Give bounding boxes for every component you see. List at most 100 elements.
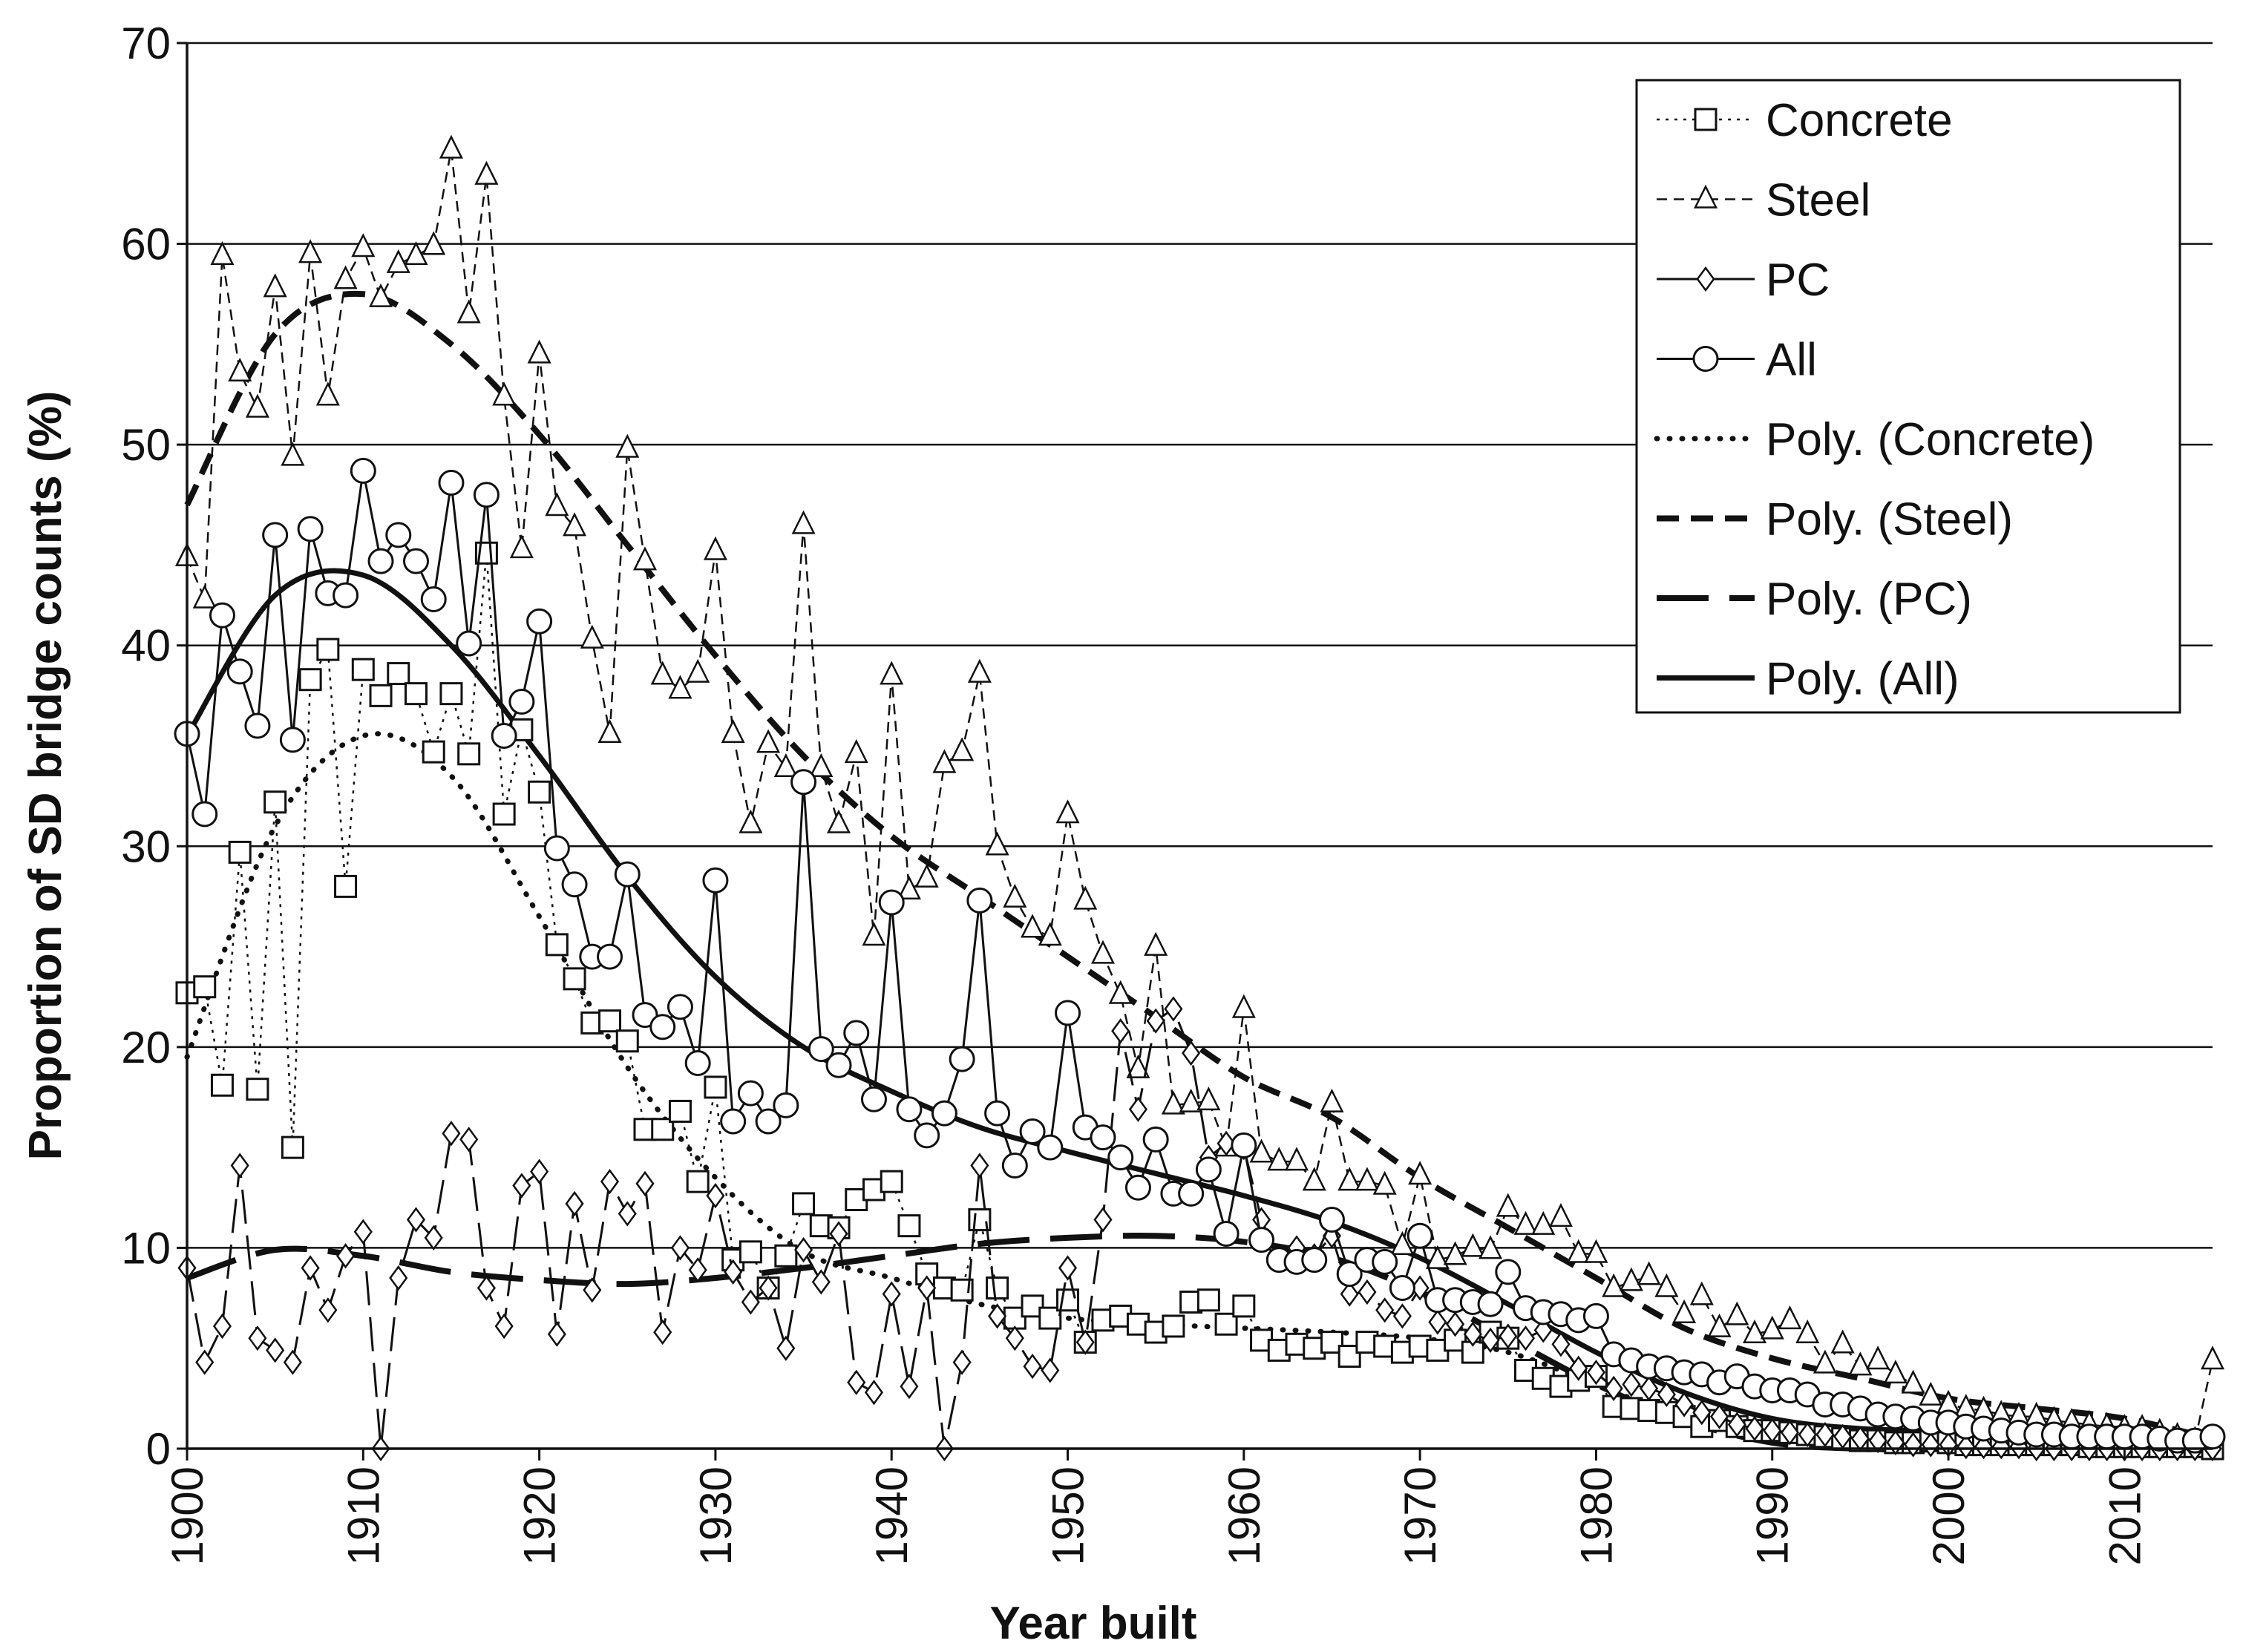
legend-label: Poly. (All)	[1766, 654, 1959, 705]
legend-item: Poly. (All)	[1657, 654, 1959, 705]
data-point-all	[649, 1014, 676, 1040]
data-point-all	[2199, 1423, 2226, 1450]
x-axis-title: Year built	[989, 1598, 1196, 1649]
y-tick-label: 0	[146, 1424, 171, 1474]
data-point-concrete	[334, 874, 358, 898]
data-point-all	[1124, 1174, 1151, 1201]
legend-label: Steel	[1766, 175, 1870, 226]
data-point-pc	[583, 1277, 602, 1303]
data-point-steel	[439, 134, 463, 159]
data-point-steel	[1901, 1369, 1925, 1394]
data-point-all	[1248, 1227, 1275, 1253]
y-tick-labels: 0 10 20 30 40 50 60 70	[121, 19, 171, 1474]
data-point-steel	[1813, 1349, 1837, 1374]
x-tick-label: 1910	[338, 1466, 388, 1565]
data-point-pc	[318, 1297, 338, 1323]
data-point-steel	[773, 753, 798, 778]
data-point-pc	[653, 1319, 672, 1345]
data-point-pc	[1727, 1412, 1746, 1438]
data-point-pc	[1005, 1325, 1024, 1351]
data-point-all	[1407, 1222, 1433, 1249]
data-point-pc	[1428, 1309, 1447, 1335]
axes	[177, 42, 2213, 1461]
data-point-pc	[988, 1303, 1007, 1329]
data-point-all	[1195, 1156, 1222, 1183]
data-point-steel	[1337, 1167, 1362, 1191]
data-point-all	[773, 1092, 799, 1118]
data-point-steel	[1038, 922, 1062, 946]
y-tick-label: 40	[121, 621, 171, 671]
data-point-concrete	[1232, 1294, 1256, 1318]
data-point-steel	[1742, 1319, 1767, 1344]
data-point-pc	[1692, 1400, 1712, 1426]
data-point-pc	[248, 1325, 267, 1351]
data-point-concrete	[281, 1135, 304, 1159]
data-point-all	[702, 867, 729, 894]
data-point-steel	[985, 831, 1009, 856]
data-point-pc	[741, 1289, 760, 1315]
data-point-concrete	[1162, 1314, 1185, 1338]
data-point-steel	[668, 675, 692, 699]
data-point-all	[860, 1086, 887, 1112]
data-point-steel	[1513, 1210, 1538, 1235]
data-point-pc	[706, 1182, 725, 1209]
data-point-steel	[192, 584, 217, 609]
data-point-all	[526, 608, 553, 635]
data-point-all	[825, 1052, 852, 1078]
data-point-all	[1389, 1275, 1415, 1302]
data-point-steel	[527, 339, 551, 364]
data-point-pc	[1921, 1432, 1940, 1458]
data-point-pc	[1128, 1096, 1147, 1122]
data-point-all	[244, 712, 271, 739]
data-point-all	[262, 522, 289, 548]
data-point-concrete	[668, 1099, 692, 1123]
data-point-pc	[1868, 1428, 1887, 1454]
data-point-pc	[917, 1275, 937, 1301]
data-point-steel	[1355, 1167, 1379, 1191]
legend-label: All	[1766, 335, 1817, 386]
y-tick-label: 50	[121, 420, 171, 470]
y-tick-label: 30	[121, 822, 171, 871]
legend-label: Concrete	[1766, 95, 1953, 146]
data-point-pc	[1551, 1331, 1571, 1357]
data-point-pc	[618, 1201, 637, 1227]
data-point-steel	[632, 546, 658, 571]
data-point-concrete	[739, 1240, 762, 1264]
x-tick-label: 1900	[163, 1466, 212, 1565]
data-point-steel	[1654, 1273, 1679, 1297]
data-point-steel	[1548, 1203, 1573, 1227]
legend-label: Poly. (PC)	[1766, 574, 1972, 625]
data-point-pc	[1709, 1403, 1729, 1429]
data-point-pc	[724, 1259, 743, 1285]
data-point-pc	[1780, 1420, 1800, 1446]
data-point-steel	[509, 534, 534, 559]
data-point-steel	[1267, 1147, 1291, 1171]
data-point-concrete	[404, 682, 428, 706]
data-point-all	[878, 889, 905, 916]
data-point-concrete	[457, 742, 481, 766]
data-point-steel	[1196, 1086, 1221, 1111]
data-point-steel	[597, 718, 622, 744]
y-tick-label: 10	[121, 1223, 171, 1273]
data-point-steel	[1496, 1193, 1520, 1217]
data-point-steel	[369, 283, 393, 307]
data-point-pc	[1586, 1360, 1605, 1386]
data-point-steel	[756, 729, 781, 753]
data-point-all	[279, 727, 306, 753]
data-point-all	[333, 582, 359, 609]
data-point-all	[1090, 1124, 1116, 1151]
series-all	[174, 457, 2226, 1454]
data-point-all	[1336, 1261, 1363, 1288]
data-point-all	[1318, 1207, 1345, 1233]
data-point-pc	[424, 1225, 443, 1251]
data-point-all	[1037, 1134, 1064, 1161]
data-point-all	[191, 801, 218, 827]
data-point-steel	[809, 753, 834, 778]
data-point-pc	[389, 1265, 408, 1291]
data-point-all	[667, 994, 693, 1020]
data-point-pc	[670, 1235, 690, 1261]
data-point-concrete	[880, 1170, 903, 1193]
data-point-pc	[794, 1237, 813, 1263]
data-point-steel	[739, 809, 763, 833]
data-point-concrete	[1196, 1288, 1220, 1312]
